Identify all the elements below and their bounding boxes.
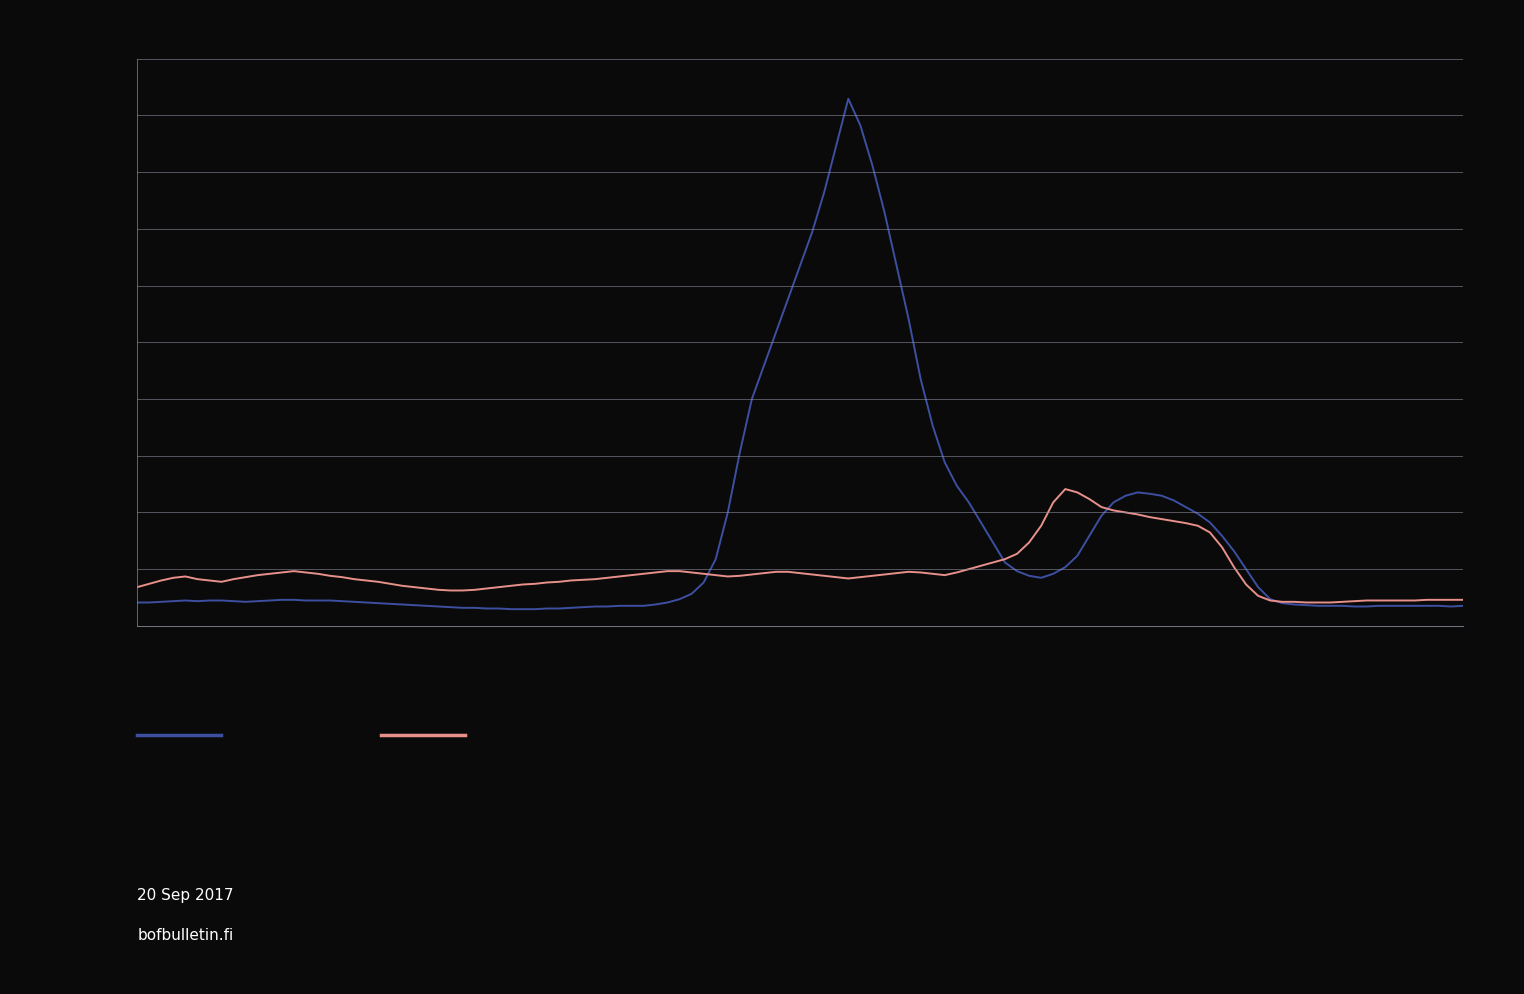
Text: bofbulletin.fi: bofbulletin.fi (137, 927, 233, 942)
Text: 20 Sep 2017: 20 Sep 2017 (137, 888, 233, 903)
